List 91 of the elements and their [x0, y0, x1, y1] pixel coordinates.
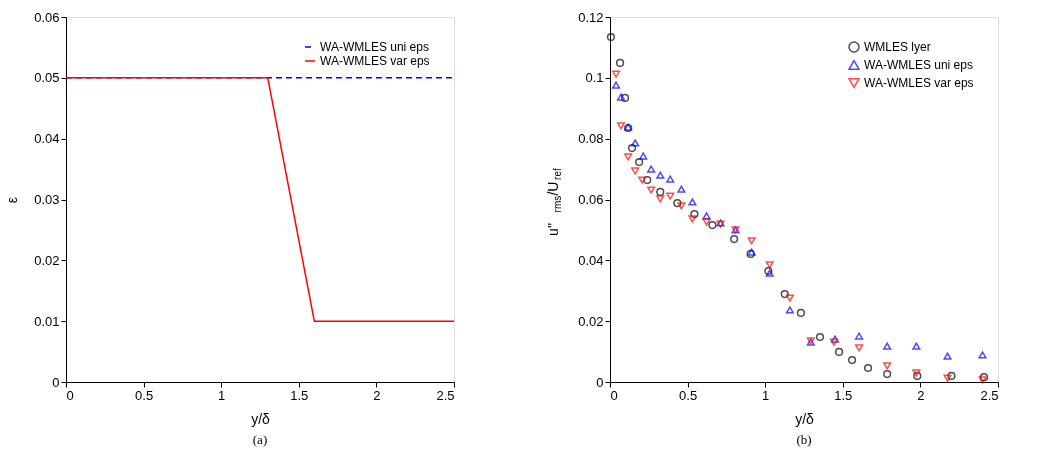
legend-label: WA-WMLES uni eps — [864, 58, 973, 72]
y-axis-title: ε — [4, 196, 21, 204]
x-tick-label: 1.5 — [290, 387, 309, 403]
x-tick-label: 0 — [66, 387, 74, 403]
point — [666, 192, 675, 200]
x-tick-label: 1.5 — [834, 387, 853, 403]
y-tick-label: 0.12 — [578, 9, 604, 25]
point — [656, 195, 665, 203]
y-tick-label: 0.04 — [578, 252, 604, 268]
point — [730, 234, 739, 244]
y-tick-label: 0.02 — [34, 252, 60, 268]
point — [854, 344, 864, 352]
x-tick-label: 2 — [373, 387, 381, 403]
point — [978, 351, 987, 359]
x-tick-label: 0.5 — [679, 387, 698, 403]
legend-label: WA-WMLES var eps — [864, 76, 974, 90]
point — [624, 153, 633, 161]
point — [611, 81, 621, 89]
point — [631, 139, 640, 147]
y-tick-label: 0 — [52, 374, 60, 390]
point — [673, 199, 682, 208]
point — [643, 175, 652, 185]
point — [647, 186, 656, 194]
legend-label: WA-WMLES uni eps — [320, 40, 429, 54]
point — [883, 369, 892, 379]
point — [616, 93, 626, 101]
point — [829, 338, 839, 346]
point — [606, 32, 616, 42]
y-tick-label: 0.01 — [34, 313, 60, 329]
point — [834, 347, 844, 356]
point — [638, 176, 647, 184]
y-tick-label: 0.06 — [578, 192, 604, 207]
y-tick-label: 0.1 — [585, 70, 604, 86]
point — [647, 165, 656, 173]
point — [702, 218, 711, 226]
point — [627, 144, 637, 153]
point — [796, 308, 805, 318]
point — [639, 152, 648, 160]
x-axis-title: y/δ — [251, 410, 271, 427]
point — [666, 175, 675, 183]
point — [615, 58, 625, 68]
point — [883, 362, 892, 370]
point — [620, 93, 630, 103]
point — [611, 70, 621, 78]
point — [912, 342, 921, 350]
point — [854, 332, 864, 340]
point — [785, 294, 794, 302]
text: (b) — [796, 432, 812, 447]
x-tick-label: 2.5 — [436, 387, 455, 403]
point — [616, 122, 626, 130]
point — [943, 352, 952, 360]
point — [848, 356, 857, 365]
point — [688, 198, 697, 206]
x-tick-label: 1 — [218, 387, 226, 403]
x-tick-label: 1 — [762, 387, 770, 403]
x-tick-label: 0.5 — [135, 387, 154, 403]
y-tick-label: 0.04 — [34, 131, 60, 147]
point — [947, 371, 956, 381]
point — [780, 290, 789, 299]
y-tick-label: 0.03 — [34, 192, 60, 207]
point — [631, 167, 640, 175]
x-tick-label: 0 — [610, 387, 618, 403]
point — [765, 261, 774, 269]
y-tick-label: 0.08 — [578, 131, 604, 147]
legend-label: WMLES lyer — [864, 40, 931, 54]
point — [785, 306, 794, 314]
point — [883, 342, 892, 350]
point — [677, 202, 686, 210]
point — [708, 220, 717, 230]
point — [690, 210, 699, 219]
y-tick-label: 0.05 — [34, 70, 60, 86]
point — [943, 374, 952, 382]
point — [747, 237, 756, 245]
point — [677, 185, 686, 193]
x-tick-label: 2.5 — [980, 387, 999, 403]
point — [656, 171, 665, 179]
y-tick-label: 0.06 — [34, 9, 60, 25]
legend-label: WA-WMLES var eps — [320, 54, 430, 68]
point — [635, 157, 644, 167]
x-axis-title: y/δ — [795, 410, 815, 427]
text: (a) — [252, 432, 268, 447]
point — [656, 187, 665, 196]
point — [702, 212, 711, 220]
y-axis-title: u''rms/Uref — [545, 168, 563, 236]
point — [830, 335, 840, 343]
point — [688, 215, 697, 223]
point — [863, 363, 873, 373]
y-tick-label: 0 — [596, 374, 604, 390]
y-tick-label: 0.02 — [578, 313, 604, 329]
x-tick-label: 2 — [917, 387, 925, 403]
point — [815, 332, 825, 342]
